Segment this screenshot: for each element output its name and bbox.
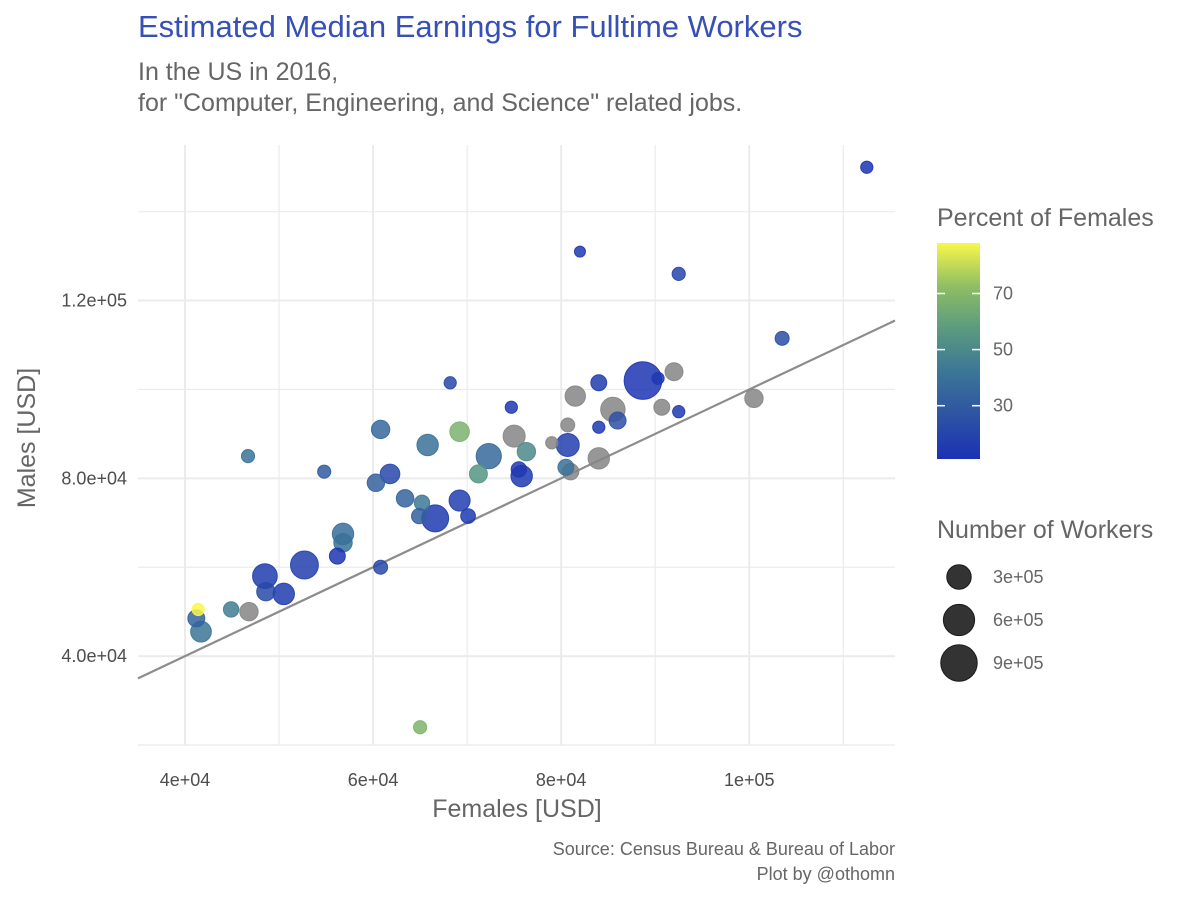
reference-line-layer — [137, 319, 896, 680]
data-point — [256, 581, 276, 602]
size-legend-label: 3e+05 — [993, 567, 1044, 587]
size-legend-swatch — [946, 564, 972, 590]
size-legend-swatch — [942, 603, 976, 637]
colorbar-tick-label: 70 — [993, 283, 1013, 303]
size-legend-swatch — [940, 644, 978, 682]
data-point — [502, 424, 526, 448]
points-layer — [187, 160, 874, 735]
y-tick-label: 4.0e+04 — [61, 646, 127, 666]
caption-source: Source: Census Bureau & Bureau of Labor — [553, 839, 895, 859]
size-legend-label: 9e+05 — [993, 653, 1044, 673]
data-point — [272, 582, 295, 606]
data-point — [590, 374, 608, 392]
caption-credit: Plot by @othomn — [757, 864, 895, 884]
data-point — [774, 330, 790, 346]
x-axis-ticks: 4e+04 6e+04 8e+04 1e+05 — [160, 770, 775, 790]
size-legend-title: Number of Workers — [937, 516, 1153, 544]
color-legend-title: Percent of Females — [937, 204, 1154, 232]
data-point — [504, 400, 518, 414]
size-legend: 3e+05 6e+05 9e+05 — [940, 564, 1044, 682]
data-point — [608, 411, 627, 430]
data-point — [475, 442, 502, 470]
y-tick-label: 1.2e+05 — [61, 291, 127, 311]
data-point — [449, 421, 470, 442]
data-point — [317, 464, 332, 479]
data-point — [222, 601, 240, 618]
x-tick-label: 8e+04 — [536, 770, 587, 790]
data-point — [191, 602, 205, 617]
data-point — [289, 550, 319, 580]
color-legend-bar — [937, 243, 980, 459]
data-point — [370, 419, 391, 440]
x-tick-label: 1e+05 — [724, 770, 775, 790]
size-legend-label: 6e+05 — [993, 610, 1044, 630]
data-point — [653, 398, 671, 416]
data-point — [328, 547, 346, 565]
data-point — [516, 441, 537, 462]
data-point — [744, 388, 764, 409]
data-point — [448, 489, 471, 512]
data-point — [413, 494, 431, 511]
data-point — [592, 420, 606, 434]
data-point — [564, 385, 586, 407]
data-point — [468, 464, 488, 484]
data-point — [672, 405, 686, 419]
color-legend-ticks: 30 50 70 — [937, 283, 1013, 416]
chart-title: Estimated Median Earnings for Fulltime W… — [138, 9, 802, 44]
data-point — [460, 508, 476, 524]
y-axis-label: Males [USD] — [13, 368, 41, 508]
data-point — [443, 376, 457, 390]
data-point — [555, 433, 580, 457]
reference-line — [137, 319, 896, 680]
data-point — [416, 433, 439, 457]
data-point — [587, 447, 610, 470]
chart-subtitle-line-1: In the US in 2016, — [138, 58, 338, 86]
data-point — [413, 720, 428, 735]
data-point — [664, 362, 684, 382]
data-point — [560, 417, 576, 433]
data-point — [557, 458, 575, 476]
data-point — [366, 473, 386, 493]
data-point — [860, 160, 874, 174]
data-point — [373, 559, 389, 575]
x-tick-label: 4e+04 — [160, 770, 211, 790]
x-axis-label: Females [USD] — [432, 795, 601, 823]
chart-subtitle-line-2: for "Computer, Engineering, and Science"… — [138, 89, 742, 117]
data-point — [573, 245, 586, 258]
data-point — [651, 371, 665, 385]
data-point — [545, 436, 559, 450]
data-point — [379, 463, 401, 485]
colorbar-tick-label: 50 — [993, 340, 1013, 360]
y-tick-label: 8.0e+04 — [61, 468, 127, 488]
y-axis-ticks: 4.0e+04 8.0e+04 1.2e+05 — [61, 291, 127, 667]
colorbar-tick-label: 30 — [993, 396, 1013, 416]
data-point — [395, 489, 415, 508]
data-point — [671, 266, 686, 281]
data-point — [240, 449, 256, 464]
data-point — [510, 461, 528, 478]
x-tick-label: 6e+04 — [348, 770, 399, 790]
data-point — [410, 507, 428, 525]
data-point — [239, 601, 259, 622]
